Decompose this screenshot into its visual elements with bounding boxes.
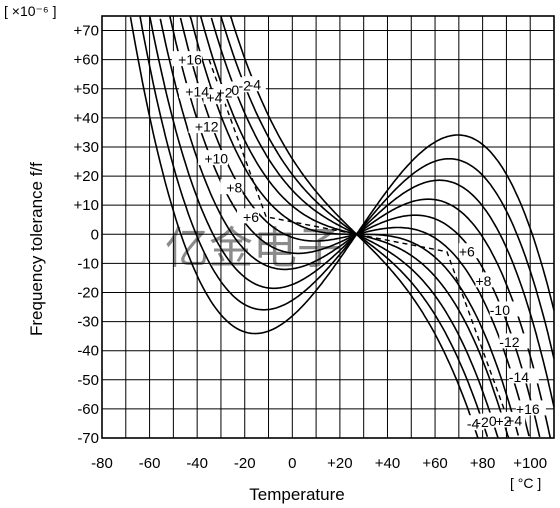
curve-+12 [148,15,555,408]
curve-label-right: -4 [467,416,480,432]
y-tick-label: +50 [74,81,99,98]
x-tick-labels: -80 -60 -40 -20 0 +20 +40 +60 +80 +100 [91,455,547,472]
y-tick-label: 0 [91,226,99,243]
curve-label-bg [515,400,546,416]
curve-label-left: +6 [243,209,259,225]
y-tick-label: +10 [74,197,99,214]
curve-label-right: +4 [506,412,522,428]
y-tick-label: +30 [74,139,99,156]
plot-frame [101,15,555,439]
y-tick-label: +70 [74,23,99,40]
curve-label-left: +4 [206,90,222,106]
x-tick-label: -40 [186,455,208,472]
y-tick-label: -70 [77,430,99,447]
y-tick-label: -30 [77,314,99,331]
curve-label-bg [508,368,539,384]
y-tick-label: -50 [77,372,99,389]
curve-label-left: -2 [239,78,252,94]
curve-label-left: +16 [178,52,202,68]
curve-label-left: +8 [226,180,242,196]
watermark: 亿金电子 [165,224,341,273]
x-axis-title: Temperature [249,485,344,504]
y-tick-label: +60 [74,52,99,69]
grid [101,15,555,439]
curve-label-right: -14 [509,369,529,385]
curve-label-bg [458,243,481,259]
x-tick-label: +40 [375,455,400,472]
curve-label-bg [198,150,229,166]
curve-label-bg [475,272,498,288]
curves [129,15,555,439]
curve-label-left: +10 [204,151,228,167]
curve-label-left: +14 [185,84,209,100]
y-tick-label: +40 [74,110,99,127]
curve-label-bg [237,208,260,224]
curve-label-right: +2 [495,413,511,429]
curve-label-bg [220,179,243,195]
curve-label-bg [179,83,210,99]
curve-label-bg [499,333,530,349]
curve-label-left: +12 [195,119,219,135]
curve-label-right: -2 [476,414,489,430]
curve-label-right: 0 [489,413,497,429]
x-tick-label: -20 [234,455,256,472]
curve-label-left: +2 [217,85,233,101]
y-axis-title: Frequency tolerance f/f [27,162,46,336]
curve-label-bg [489,301,520,317]
x-tick-label: -80 [91,455,113,472]
y-unit-label: [ ×10⁻⁶ ] [4,3,56,19]
curve-+14 [139,16,555,359]
curve-label-left: 0 [231,82,239,98]
curve--4 [229,15,479,439]
curve-label-right: +8 [475,273,491,289]
curve-label-backgrounds [171,51,546,431]
y-tick-label: -20 [77,284,99,301]
curve-label-bg [243,76,266,92]
curve-label-bg [188,118,219,134]
y-tick-label: -10 [77,255,99,272]
locus-line [208,59,505,410]
x-tick-label: +20 [327,455,352,472]
y-tick-label: -60 [77,401,99,418]
curve-label-right: +6 [459,244,475,260]
x-tick-label: +100 [513,455,547,472]
curve-+16 [129,16,555,335]
x-tick-label: 0 [288,455,296,472]
curve-labels: +16+16+14-14+12-12+10-10+8+8+6+6+4+4+2+2… [178,52,540,432]
y-tick-label: +20 [74,168,99,185]
curve-label-right: -10 [490,302,510,318]
turning-point-locus [208,59,505,410]
curve-label-left: -4 [249,77,262,93]
y-tick-labels: +70 +60 +50 +40 +30 +20 +10 0 -10 -20 -30 -40 -50 -60… [74,23,99,447]
x-tick-label: +80 [470,455,495,472]
x-unit-label: [ °C ] [510,475,541,491]
curve-label-bg [171,51,202,67]
curve-label-bg [462,415,485,431]
x-tick-label: +60 [422,455,447,472]
curve-label-right: -12 [499,334,519,350]
x-tick-label: -60 [139,455,161,472]
curve-label-right: +16 [516,401,540,417]
y-tick-label: -40 [77,343,99,360]
